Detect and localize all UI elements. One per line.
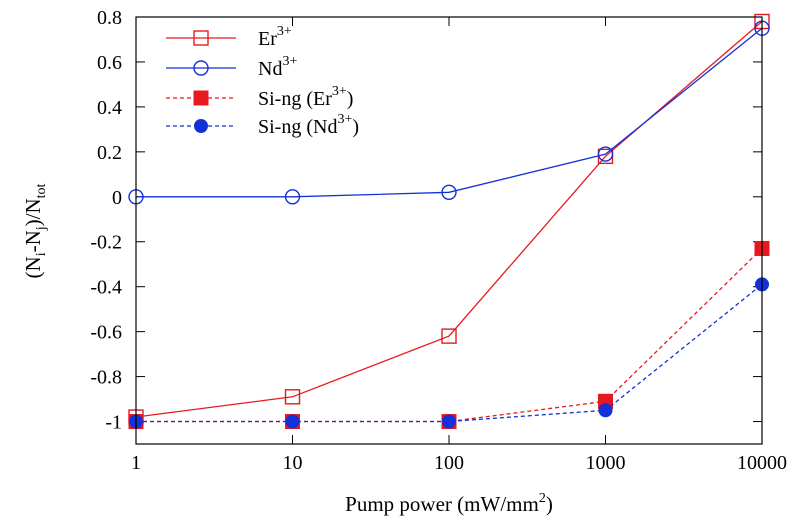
- data-point: [284, 189, 301, 205]
- y-tick-label: 0: [112, 187, 122, 209]
- y-tick-label: -0.2: [90, 232, 122, 254]
- y-tick-label: 0.4: [97, 97, 122, 119]
- legend-entry: Si-ng (Er3+): [166, 84, 353, 110]
- legend-label: Si-ng (Nd3+): [258, 112, 359, 138]
- legend: Er3+ Nd3+ Si-ng (Er3+)Si-ng (Nd3+): [166, 24, 359, 138]
- series-line: [136, 248, 763, 423]
- legend-label: Er3+: [258, 24, 292, 50]
- series-line: [136, 283, 763, 423]
- series-0: [128, 13, 770, 425]
- x-tick-label: 10000: [737, 452, 787, 474]
- data-point: [598, 403, 613, 418]
- data-point: [441, 184, 457, 200]
- x-tick-label: 1: [131, 452, 141, 474]
- data-point: [597, 146, 614, 162]
- legend-entry: Nd3+: [166, 54, 297, 80]
- x-axis-title: Pump power (mW/mm2): [345, 491, 553, 516]
- y-tick-label: 0.2: [97, 142, 122, 164]
- y-tick-label: -0.4: [90, 277, 122, 299]
- data-point: [285, 414, 300, 429]
- series-layer: [128, 13, 770, 430]
- data-point: [442, 414, 456, 429]
- data-point: [284, 389, 301, 405]
- x-tick-label: 10: [283, 452, 303, 474]
- x-tick-label: 1000: [586, 452, 626, 474]
- y-tick-label: -1: [105, 412, 122, 434]
- ticks-layer: -1 -0.8 -0.6 -0.4 -0.2 0 0.2 0.4 0.6 0.8 1 10 100 100…: [90, 7, 787, 474]
- legend-label: Nd3+: [258, 54, 297, 80]
- legend-entry: Er3+: [166, 24, 292, 50]
- y-tick-label: -0.6: [90, 322, 122, 344]
- y-axis-title: (Ni-Nj)/Ntot: [21, 183, 49, 278]
- legend-label: Si-ng (Er3+): [258, 84, 353, 110]
- legend-marker: [194, 119, 208, 133]
- y-tick-label: 0.6: [97, 52, 122, 74]
- series-line: [136, 27, 763, 198]
- legend-marker: [193, 30, 209, 46]
- legend-marker: [193, 90, 209, 106]
- y-tick-label: -0.8: [90, 367, 122, 389]
- series-line: [135, 21, 763, 418]
- data-point: [441, 328, 457, 344]
- series-1: [128, 20, 770, 205]
- legend-marker: [193, 60, 209, 76]
- series-2: [128, 240, 770, 430]
- plot-frame: [135, 16, 763, 445]
- series-3: [129, 277, 769, 429]
- x-tick-label: 100: [434, 452, 464, 474]
- legend-entry: Si-ng (Nd3+): [166, 112, 359, 138]
- y-tick-label: 0.8: [97, 7, 122, 29]
